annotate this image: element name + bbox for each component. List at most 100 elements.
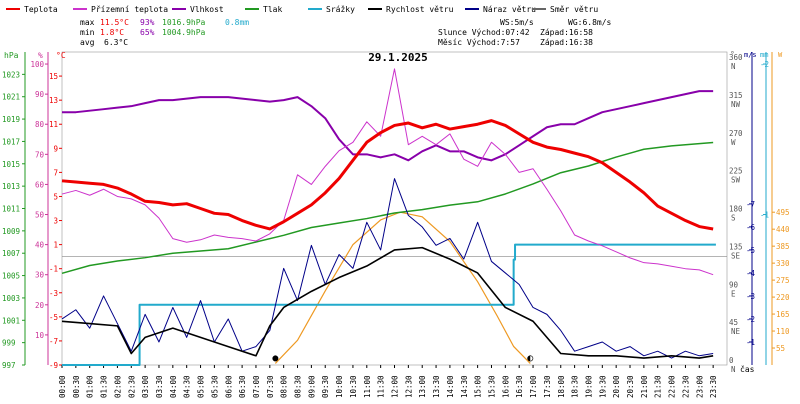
stat-mesic-zapad: Západ:16:38 — [540, 38, 593, 47]
sunset-marker: ◐ — [527, 353, 533, 364]
time-tick-label: 12:00 — [391, 375, 400, 398]
temperature-tick-label: 3 — [53, 217, 58, 226]
plot-frame — [62, 52, 727, 365]
direction-tick-label: 45 — [729, 318, 738, 327]
time-tick-label: 21:30 — [654, 375, 663, 398]
pressure-unit: hPa — [4, 51, 19, 60]
stat-mesic-vychod: Měsíc Východ:7:57 — [438, 38, 520, 47]
wind-tick-label: -3 — [746, 292, 755, 301]
pressure-tick-label: 1023 — [2, 70, 20, 79]
time-tick-label: 18:30 — [571, 375, 580, 398]
solar-tick-label: 385 — [776, 242, 790, 251]
stat-press-max: 1016.9hPa — [162, 18, 206, 27]
time-tick-label: 18:00 — [557, 375, 566, 398]
wind-tick-label: -4 — [746, 269, 756, 278]
humidity-tick-label: 30 — [35, 271, 45, 280]
solar-tick-label: 110 — [776, 327, 790, 336]
time-tick-label: 08:30 — [294, 375, 303, 398]
pressure-tick-label: 1003 — [2, 294, 20, 303]
stat-label-avg: avg — [80, 38, 95, 47]
rain-tick-label: -1 — [760, 211, 769, 220]
pressure-tick-label: 1011 — [2, 205, 20, 214]
solar-tick-label: 55 — [776, 344, 785, 353]
time-tick-label: 23:00 — [695, 375, 704, 398]
direction-tick-label: 315 — [729, 91, 743, 100]
series-line — [62, 179, 713, 359]
stat-press-min: 1004.9hPa — [162, 28, 206, 37]
wind-tick-label: -5 — [746, 246, 755, 255]
stat-temp-min: 1.8°C — [100, 28, 124, 37]
legend-label: Vlhkost — [190, 5, 224, 14]
stat-temp-avg: 6.3°C — [104, 38, 128, 47]
humidity-tick-label: 50 — [35, 211, 45, 220]
direction-tick-label: S — [731, 214, 736, 223]
stat-label-max: max — [80, 18, 95, 27]
humidity-tick-label: 60 — [35, 180, 45, 189]
legend-label: Směr větru — [550, 5, 598, 14]
time-tick-label: 13:30 — [432, 375, 441, 398]
humidity-tick-label: 70 — [35, 150, 45, 159]
temperature-tick-label: -7 — [49, 337, 58, 346]
direction-tick-label: N — [731, 62, 736, 71]
temperature-tick-label: 13 — [49, 96, 58, 105]
time-tick-label: 09:30 — [321, 375, 330, 398]
temperature-tick-label: -5 — [49, 313, 58, 322]
pressure-axis: hPa9979991001100310051007100910111013101… — [2, 51, 25, 370]
pressure-tick-label: 1021 — [2, 93, 20, 102]
stat-wg: WG:6.8m/s — [568, 18, 612, 27]
time-tick-label: 07:00 — [252, 375, 261, 398]
time-tick-label: 22:00 — [668, 375, 677, 398]
direction-tick-label: N — [731, 365, 736, 374]
time-tick-label: 19:00 — [584, 375, 593, 398]
rain-unit: mm — [760, 51, 768, 59]
time-tick-label: 13:00 — [418, 375, 427, 398]
x-axis-label: čas — [740, 364, 755, 374]
wind-tick-label: -7 — [746, 200, 755, 209]
time-tick-label: 00:00 — [58, 375, 67, 398]
time-tick-label: 14:00 — [446, 375, 455, 398]
series-sr-ky — [62, 245, 716, 365]
time-tick-label: 05:00 — [197, 375, 206, 398]
time-tick-label: 01:30 — [100, 375, 109, 398]
pressure-tick-label: 1013 — [2, 182, 20, 191]
time-tick-label: 12:30 — [404, 375, 413, 398]
pressure-tick-label: 1007 — [2, 249, 20, 258]
direction-tick-label: 180 — [729, 205, 743, 214]
time-tick-label: 07:30 — [266, 375, 275, 398]
time-tick-label: 05:30 — [210, 375, 219, 398]
time-tick-label: 22:30 — [681, 375, 690, 398]
direction-tick-label: 225 — [729, 167, 743, 176]
stat-label-min: min — [80, 28, 95, 37]
stat-ws: WS:5m/s — [500, 18, 534, 27]
pressure-tick-label: 1001 — [2, 316, 20, 325]
pressure-tick-label: 999 — [2, 339, 16, 348]
direction-tick-label: 360 — [729, 53, 743, 62]
series-line — [62, 245, 716, 365]
time-tick-label: 20:30 — [626, 375, 635, 398]
temperature-tick-label: 9 — [53, 144, 58, 153]
legend-label: Teplota — [24, 5, 58, 14]
legend-label: Tlak — [263, 5, 282, 14]
time-tick-label: 06:00 — [224, 375, 233, 398]
humidity-tick-label: 40 — [35, 241, 45, 250]
direction-tick-label: 270 — [729, 129, 743, 138]
temperature-tick-label: -1 — [49, 265, 58, 274]
humidity-tick-label: 100 — [30, 60, 44, 69]
pressure-tick-label: 1019 — [2, 115, 20, 124]
legend-label: Přízemní teplota — [91, 5, 168, 14]
time-tick-label: 08:00 — [280, 375, 289, 398]
time-tick-label: 10:30 — [349, 375, 358, 398]
temperature-tick-label: 1 — [53, 241, 58, 250]
time-tick-label: 17:30 — [543, 375, 552, 398]
stat-temp-max: 11.5°C — [100, 18, 129, 27]
solar-tick-label: 495 — [776, 208, 790, 217]
time-tick-label: 03:30 — [155, 375, 164, 398]
time-tick-label: 11:00 — [363, 375, 372, 398]
time-tick-label: 03:00 — [141, 375, 150, 398]
time-tick-label: 20:00 — [612, 375, 621, 398]
time-tick-label: 16:00 — [501, 375, 510, 398]
time-tick-label: 04:00 — [169, 375, 178, 398]
time-tick-label: 23:30 — [709, 375, 718, 398]
